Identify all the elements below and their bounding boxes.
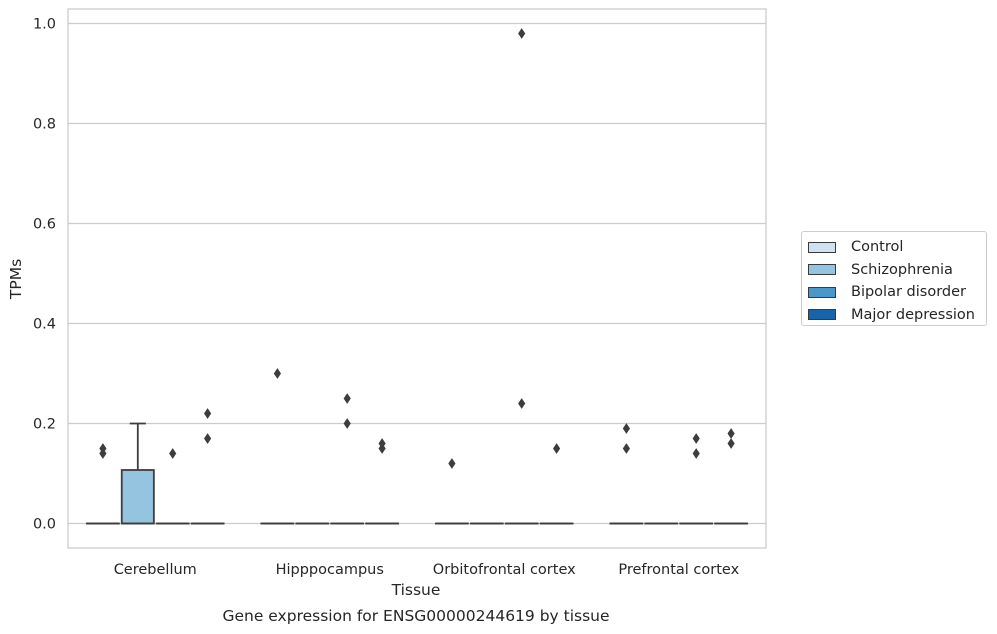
box-element: [504, 28, 539, 525]
legend: Control Schizophrenia Bipolar disorder Majo…: [801, 231, 987, 326]
box-element: [190, 408, 225, 525]
legend-swatch: [808, 241, 836, 253]
legend-item: Control: [808, 236, 986, 259]
legend-label: Schizophrenia: [851, 261, 953, 278]
outlier-point: [343, 393, 351, 404]
legend-label: Major depression: [851, 306, 975, 323]
tick-layer: 0.0 0.2 0.4 0.6 0.8 1.0 Cerebellum Hipppocampus…: [33, 17, 740, 579]
legend-label: Bipolar disorder: [851, 284, 966, 301]
box-element: [365, 438, 400, 525]
box-element: [85, 443, 120, 525]
outlier-point: [692, 448, 700, 459]
box-element: [714, 428, 749, 525]
x-tick-label: Prefrontal cortex: [618, 562, 739, 578]
plot-frame: [67, 8, 767, 549]
box-element: [330, 393, 365, 525]
outlier-point: [204, 433, 212, 444]
outlier-point: [343, 418, 351, 429]
outlier-point: [622, 443, 630, 454]
legend-item: Schizophrenia: [808, 259, 986, 282]
legend-swatch: [808, 264, 836, 276]
legend-swatch: [808, 286, 836, 298]
x-tick-label: Cerebellum: [114, 562, 197, 578]
box-element: [679, 433, 714, 525]
y-tick-label: 0.0: [33, 517, 56, 533]
box-element: [539, 443, 574, 525]
outlier-point: [378, 438, 386, 449]
box-element: [434, 458, 469, 525]
box-layer: [85, 28, 749, 525]
legend-swatch: [808, 309, 836, 321]
box-rect: [120, 469, 155, 525]
outlier-point: [727, 438, 735, 449]
x-axis-label: Tissue: [391, 581, 441, 599]
outlier-point: [273, 368, 281, 379]
outlier-point: [727, 428, 735, 439]
box-element: [120, 422, 155, 525]
outlier-point: [553, 443, 561, 454]
legend-label: Control: [851, 239, 904, 256]
outlier-point: [204, 408, 212, 419]
box-element: [260, 368, 295, 525]
chart-title: Gene expression for ENSG00000244619 by t…: [222, 607, 609, 625]
outlier-point: [622, 423, 630, 434]
box-element: [155, 448, 190, 525]
outlier-point: [448, 458, 456, 469]
box-element: [609, 423, 644, 525]
outlier-point: [518, 398, 526, 409]
y-tick-label: 0.4: [33, 317, 56, 333]
outlier-point: [99, 443, 107, 454]
y-tick-label: 0.2: [33, 417, 56, 433]
legend-item: Major depression: [808, 304, 986, 327]
legend-item: Bipolar disorder: [808, 281, 986, 304]
y-tick-label: 1.0: [33, 17, 56, 33]
outlier-point: [692, 433, 700, 444]
x-tick-label: Orbitofrontal cortex: [433, 562, 576, 578]
outlier-point: [169, 448, 177, 459]
x-tick-label: Hipppocampus: [276, 562, 384, 578]
y-axis-label: TPMs: [7, 259, 25, 300]
y-tick-label: 0.8: [33, 117, 56, 133]
outlier-point: [518, 28, 526, 39]
y-tick-label: 0.6: [33, 217, 56, 233]
